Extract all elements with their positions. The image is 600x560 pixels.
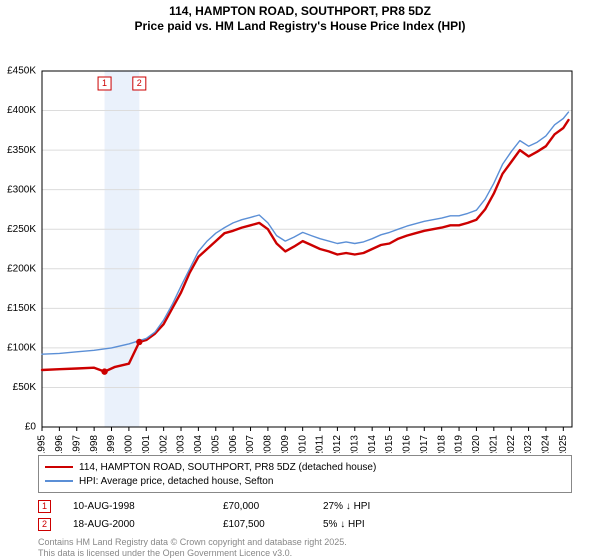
marker-price: £70,000 [223,501,323,512]
marker-table-row: 1 10-AUG-1998£70,00027% ↓ HPI [38,497,572,515]
legend-label: HPI: Average price, detached house, Seft… [79,476,273,487]
marker-date: 18-AUG-2000 [73,519,223,530]
legend-swatch [45,466,73,469]
svg-text:2021: 2021 [488,435,499,453]
svg-text:2024: 2024 [541,435,552,453]
svg-text:£50K: £50K [13,382,37,393]
svg-text:2019: 2019 [454,435,465,453]
svg-text:2015: 2015 [384,435,395,453]
svg-text:2002: 2002 [158,435,169,453]
marker-badge: 1 [38,500,51,513]
marker-table: 1 10-AUG-1998£70,00027% ↓ HPI 2 18-AUG-2000… [38,497,572,533]
svg-text:2006: 2006 [228,435,239,453]
svg-text:2020: 2020 [471,435,482,453]
svg-text:1997: 1997 [71,435,82,453]
svg-text:£150K: £150K [7,303,36,314]
svg-text:2025: 2025 [558,435,569,453]
marker-table-row: 2 18-AUG-2000£107,5005% ↓ HPI [38,515,572,533]
svg-text:2012: 2012 [332,435,343,453]
svg-text:2001: 2001 [141,435,152,453]
plot-area: £0 £50K £100K £150K £200K £250K £300K £350K £400… [0,33,600,453]
legend-row: 114, HAMPTON ROAD, SOUTHPORT, PR8 5DZ (d… [45,460,565,474]
svg-text:2016: 2016 [402,435,413,453]
marker-price: £107,500 [223,519,323,530]
svg-text:2007: 2007 [245,435,256,453]
svg-text:2: 2 [137,78,142,88]
svg-text:£250K: £250K [7,224,36,235]
chart-container: 114, HAMPTON ROAD, SOUTHPORT, PR8 5DZ Pr… [0,0,600,560]
plot-svg: £0 £50K £100K £150K £200K £250K £300K £350K £400… [0,33,600,453]
svg-text:2009: 2009 [280,435,291,453]
legend-label: 114, HAMPTON ROAD, SOUTHPORT, PR8 5DZ (d… [79,462,376,473]
svg-text:£350K: £350K [7,145,36,156]
title-block: 114, HAMPTON ROAD, SOUTHPORT, PR8 5DZ Pr… [0,0,600,33]
svg-text:£400K: £400K [7,105,36,116]
legend-swatch [45,480,73,482]
marker-date: 10-AUG-1998 [73,501,223,512]
svg-text:2014: 2014 [367,435,378,453]
marker-hpi: 5% ↓ HPI [323,519,433,530]
svg-text:2003: 2003 [176,435,187,453]
marker-hpi: 27% ↓ HPI [323,501,433,512]
marker-badge: 2 [38,518,51,531]
svg-text:£300K: £300K [7,184,36,195]
svg-text:1996: 1996 [54,435,65,453]
svg-text:2000: 2000 [124,435,135,453]
svg-text:2004: 2004 [193,435,204,453]
svg-text:2005: 2005 [210,435,221,453]
attribution-line2: This data is licensed under the Open Gov… [38,548,572,559]
svg-text:2008: 2008 [263,435,274,453]
attribution: Contains HM Land Registry data © Crown c… [38,537,572,560]
svg-text:2011: 2011 [315,435,326,453]
svg-text:2017: 2017 [419,435,430,453]
title-sub: Price paid vs. HM Land Registry's House … [0,19,600,33]
svg-text:2022: 2022 [506,435,517,453]
svg-text:2023: 2023 [523,435,534,453]
legend-row: HPI: Average price, detached house, Seft… [45,474,565,488]
attribution-line1: Contains HM Land Registry data © Crown c… [38,537,572,548]
legend: 114, HAMPTON ROAD, SOUTHPORT, PR8 5DZ (d… [38,455,572,493]
svg-text:2010: 2010 [297,435,308,453]
svg-text:1998: 1998 [89,435,100,453]
svg-text:£450K: £450K [7,66,36,77]
svg-text:£100K: £100K [7,343,36,354]
svg-text:1999: 1999 [106,435,117,453]
svg-text:1995: 1995 [37,435,48,453]
svg-text:£200K: £200K [7,263,36,274]
title-main: 114, HAMPTON ROAD, SOUTHPORT, PR8 5DZ [0,4,600,18]
svg-text:2018: 2018 [436,435,447,453]
svg-text:2013: 2013 [349,435,360,453]
svg-text:£0: £0 [25,422,37,433]
svg-text:1: 1 [102,78,107,88]
